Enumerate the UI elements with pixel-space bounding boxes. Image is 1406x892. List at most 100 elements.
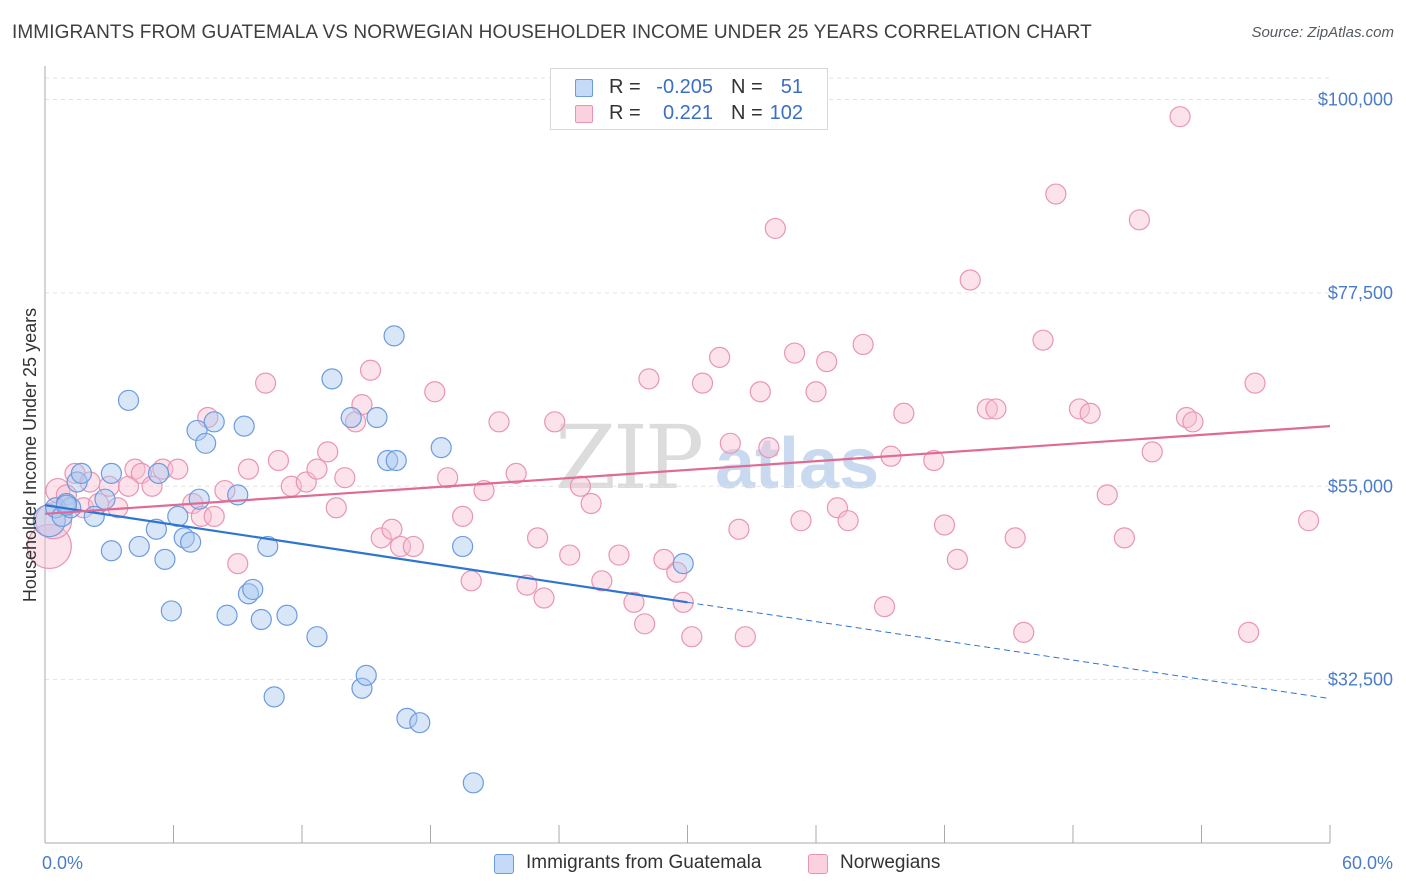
norwegians-point [237, 458, 260, 480]
norwegians-point [26, 523, 72, 570]
norwegians-point [254, 372, 277, 394]
x-tick-min: 0.0% [42, 853, 83, 873]
guatemala-point [462, 772, 484, 794]
guatemala-point [100, 540, 122, 562]
norwegians-point [370, 527, 392, 549]
norwegians-point [749, 381, 771, 403]
norwegians-point [152, 458, 174, 480]
watermark: ZIP atlas [555, 406, 879, 509]
guatemala-point [233, 415, 255, 437]
n-value: 51 [780, 76, 803, 98]
guatemala-point [145, 518, 167, 540]
norwegians-point [923, 449, 945, 472]
norwegians-point [167, 458, 189, 480]
norwegians-point [325, 497, 347, 519]
norwegians-point [1175, 406, 1198, 429]
norwegians-point [1079, 402, 1101, 424]
trend-lines [44, 425, 1331, 700]
legend-row-norwegians: R = 0.221 N = 102 [551, 101, 827, 127]
correlation-legend: R = -0.205 N = 51 R = 0.221 N = 102 [550, 68, 828, 130]
guatemala-point [306, 626, 328, 648]
guatemala-point [216, 604, 238, 626]
guatemala-point [160, 600, 182, 622]
guatemala-point [147, 462, 170, 484]
n-label: N = [731, 102, 763, 124]
legend-swatch-pink [808, 854, 828, 874]
watermark-zip: ZIP [555, 406, 702, 509]
norwegians-point [544, 411, 566, 433]
guatemala-point [70, 462, 93, 484]
legend-row-guatemala: R = -0.205 N = 51 [551, 75, 827, 101]
guatemala-point [257, 535, 279, 558]
norwegians-point [488, 411, 510, 433]
norwegians-point [1045, 183, 1067, 205]
norwegians-point [719, 432, 741, 454]
norwegians-point [334, 467, 356, 489]
norwegians-point [526, 527, 549, 549]
guatemala-point [180, 531, 202, 553]
guatemala-point [186, 419, 208, 442]
norwegians-points [26, 106, 1320, 648]
norwegians-point [1032, 329, 1054, 351]
guatemala-point [117, 389, 140, 411]
watermark-atlas: atlas [715, 424, 879, 504]
norwegians-point [1182, 411, 1204, 433]
norwegians-point [816, 351, 838, 373]
legend-swatch-blue [494, 854, 514, 874]
guatemala-point [276, 604, 298, 626]
guatemala-point [154, 548, 176, 570]
norwegians-point [505, 462, 527, 484]
norwegians-point [317, 441, 339, 463]
norwegians-point [623, 591, 645, 613]
norwegians-point [790, 510, 812, 532]
y-tick-label: $55,000 [1328, 476, 1393, 496]
norwegians-point [681, 626, 703, 648]
guatemala-point [672, 553, 694, 575]
norwegians-point [976, 398, 998, 420]
y-tick-label: $77,500 [1328, 283, 1393, 303]
norwegians-point [1238, 621, 1260, 644]
legend-label: Immigrants from Guatemala [526, 852, 762, 873]
norwegians-point [709, 346, 731, 368]
norwegians-point [805, 381, 827, 403]
guatemala-point [340, 406, 362, 429]
legend-label: Norwegians [840, 852, 941, 873]
norwegians-point [734, 626, 756, 648]
y-tick-label: $100,000 [1318, 89, 1393, 109]
norwegians-point [516, 574, 538, 596]
guatemala-point [366, 406, 388, 429]
chart-title: IMMIGRANTS FROM GUATEMALA VS NORWEGIAN H… [12, 22, 1092, 43]
norwegians-point [1169, 106, 1191, 128]
norwegians-point [381, 518, 403, 540]
guatemala-trend-line [44, 504, 688, 604]
r-label: R = [609, 76, 641, 98]
norwegians-point [203, 505, 225, 527]
norwegians-point [437, 467, 459, 489]
norwegians-point [985, 398, 1007, 420]
legend-swatch-blue [575, 79, 593, 97]
guatemala-point [385, 449, 407, 472]
norwegians-point [758, 437, 780, 459]
norwegians-point [1013, 621, 1035, 644]
norwegians-point [852, 333, 874, 356]
norwegians-point [389, 535, 412, 558]
norwegians-point [666, 561, 688, 583]
guatemala-point [237, 583, 260, 605]
norwegians-point [837, 510, 859, 532]
norwegians-point [893, 402, 915, 424]
norwegians-point [959, 269, 981, 291]
y-axis-label: Householder Income Under 25 years [20, 308, 40, 602]
grid-lines [45, 77, 1330, 681]
norwegians-point [634, 613, 656, 635]
norwegians-point [580, 492, 602, 515]
norwegians-point [608, 544, 630, 566]
norwegians-point [98, 475, 120, 497]
series-legend: Immigrants from Guatemala Norwegians [0, 851, 1406, 879]
norwegians-point [569, 475, 592, 497]
guatemala-point [430, 437, 452, 459]
norwegians-point [691, 372, 714, 394]
norwegians-point [933, 514, 956, 536]
norwegians-point [533, 587, 555, 609]
r-value: 0.221 [662, 102, 713, 124]
